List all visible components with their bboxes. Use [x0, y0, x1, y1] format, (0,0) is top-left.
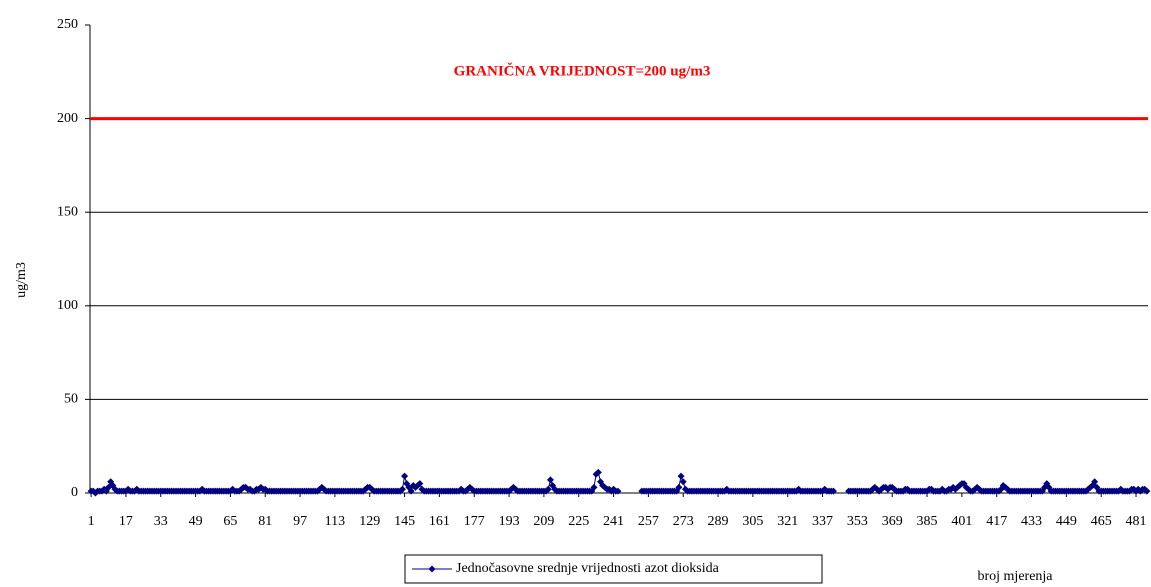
y-tick-label: 200: [57, 111, 78, 126]
x-tick-label: 177: [464, 514, 485, 529]
x-tick-label: 305: [742, 514, 763, 529]
y-tick-label: 100: [57, 298, 78, 313]
x-tick-label: 353: [847, 514, 868, 529]
marker: [675, 483, 683, 491]
y-tick-label: 0: [71, 485, 78, 500]
x-tick-label: 1: [88, 514, 95, 529]
annotation: GRANIČNA VRIJEDNOST=200 ug/m3: [454, 62, 711, 79]
marker: [407, 487, 415, 495]
y-tick-label: 250: [57, 17, 78, 32]
marker: [594, 468, 602, 476]
x-tick-label: 193: [499, 514, 520, 529]
x-tick-label: 161: [429, 514, 450, 529]
x-tick-label: 273: [673, 514, 694, 529]
marker: [416, 480, 424, 488]
x-tick-label: 129: [359, 514, 380, 529]
x-tick-label: 241: [603, 514, 624, 529]
x-tick-label: 257: [638, 514, 659, 529]
marker: [544, 485, 552, 493]
x-tick-label: 145: [394, 514, 415, 529]
x-tick-label: 17: [119, 514, 133, 529]
x-tick-label: 209: [533, 514, 554, 529]
marker: [614, 487, 622, 495]
marker: [829, 487, 837, 495]
x-tick-label: 465: [1091, 514, 1112, 529]
x-tick-label: 337: [812, 514, 833, 529]
legend-marker: [428, 565, 436, 573]
marker: [546, 476, 554, 484]
marker: [401, 472, 409, 480]
x-tick-label: 369: [882, 514, 903, 529]
x-tick-label: 33: [154, 514, 168, 529]
x-tick-label: 433: [1021, 514, 1042, 529]
marker: [679, 478, 687, 486]
legend-box: [404, 554, 823, 584]
x-tick-label: 81: [258, 514, 272, 529]
x-tick-label: 225: [568, 514, 589, 529]
x-tick-label: 65: [223, 514, 237, 529]
x-tick-label: 289: [708, 514, 729, 529]
marker: [590, 483, 598, 491]
x-tick-label: 401: [951, 514, 972, 529]
x-tick-label: 481: [1126, 514, 1147, 529]
marker: [398, 485, 406, 493]
marker: [1143, 487, 1151, 495]
x-tick-label: 97: [293, 514, 307, 529]
marker: [1091, 478, 1099, 486]
y-tick-label: 150: [57, 204, 78, 219]
x-tick-label: 385: [917, 514, 938, 529]
x-tick-label: 449: [1056, 514, 1077, 529]
y-axis-label: ug/m3: [14, 262, 29, 298]
x-tick-label: 49: [189, 514, 203, 529]
x-tick-label: 113: [325, 514, 345, 529]
x-tick-label: 417: [986, 514, 1007, 529]
x-tick-label: 321: [777, 514, 798, 529]
x-axis-label: broj mjerenja: [977, 569, 1053, 584]
y-tick-label: 50: [64, 392, 78, 407]
legend-label: Jednočasovne srednje vrijednosti azot di…: [456, 561, 720, 576]
marker: [677, 472, 685, 480]
